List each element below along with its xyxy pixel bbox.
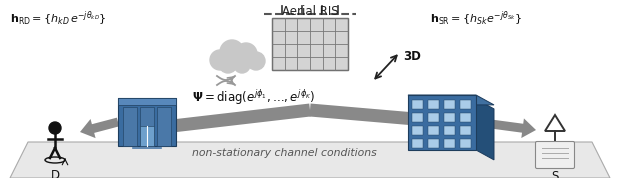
Bar bbox=[444, 113, 455, 122]
Polygon shape bbox=[155, 104, 311, 140]
Circle shape bbox=[220, 40, 244, 64]
Bar bbox=[428, 139, 439, 148]
Bar bbox=[118, 98, 176, 105]
Bar bbox=[157, 107, 171, 146]
Circle shape bbox=[235, 43, 257, 65]
Text: Aerial RIS: Aerial RIS bbox=[281, 5, 339, 18]
Bar bbox=[408, 95, 476, 150]
Circle shape bbox=[219, 55, 237, 73]
Polygon shape bbox=[476, 117, 536, 138]
Polygon shape bbox=[309, 104, 450, 135]
Bar bbox=[460, 100, 471, 109]
Circle shape bbox=[247, 52, 265, 70]
Bar bbox=[272, 18, 348, 70]
Bar bbox=[412, 126, 423, 135]
Circle shape bbox=[49, 122, 61, 134]
Bar bbox=[123, 107, 137, 146]
Bar bbox=[460, 113, 471, 122]
Polygon shape bbox=[476, 99, 494, 160]
Bar bbox=[428, 126, 439, 135]
Text: $\mathbf{h}_{\mathrm{SR}} = \{h_{Sk} e^{-j\theta_{Sk}}\}$: $\mathbf{h}_{\mathrm{SR}} = \{h_{Sk} e^{… bbox=[430, 10, 522, 28]
Bar bbox=[460, 139, 471, 148]
Circle shape bbox=[210, 50, 230, 70]
Bar bbox=[460, 126, 471, 135]
Bar bbox=[444, 126, 455, 135]
Text: 3D: 3D bbox=[403, 50, 421, 63]
Bar bbox=[412, 139, 423, 148]
FancyBboxPatch shape bbox=[536, 142, 575, 169]
Bar bbox=[140, 126, 154, 146]
Bar bbox=[428, 113, 439, 122]
Polygon shape bbox=[10, 142, 610, 178]
Text: S: S bbox=[551, 170, 559, 178]
Bar bbox=[412, 100, 423, 109]
Bar bbox=[412, 113, 423, 122]
Text: $\mathbf{\Psi} = \mathrm{diag}(e^{j\phi_1},\ldots, e^{j\phi_K})$: $\mathbf{\Psi} = \mathrm{diag}(e^{j\phi_… bbox=[192, 88, 316, 107]
Polygon shape bbox=[80, 118, 119, 138]
Circle shape bbox=[234, 57, 250, 73]
Bar bbox=[444, 139, 455, 148]
Bar bbox=[428, 100, 439, 109]
Bar bbox=[118, 98, 176, 146]
Bar bbox=[444, 100, 455, 109]
Polygon shape bbox=[408, 95, 494, 105]
Text: D: D bbox=[50, 169, 60, 178]
Bar bbox=[140, 107, 154, 146]
Text: non-stationary channel conditions: non-stationary channel conditions bbox=[192, 148, 377, 158]
Text: $\mathbf{h}_{\mathrm{RD}} = \{h_{kD}\, e^{-j\theta_{kD}}\}$: $\mathbf{h}_{\mathrm{RD}} = \{h_{kD}\, e… bbox=[10, 10, 107, 28]
